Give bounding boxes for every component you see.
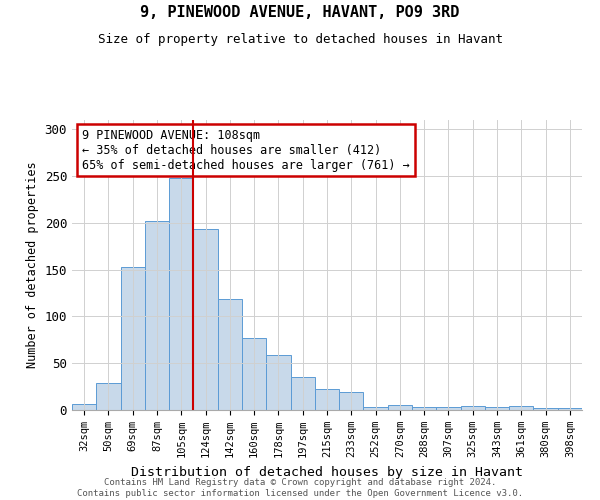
Bar — [193, 230, 218, 410]
Bar — [533, 408, 558, 410]
Y-axis label: Number of detached properties: Number of detached properties — [26, 162, 39, 368]
Bar — [509, 406, 533, 410]
Bar — [558, 408, 582, 410]
Bar — [339, 392, 364, 410]
X-axis label: Distribution of detached houses by size in Havant: Distribution of detached houses by size … — [131, 466, 523, 478]
Bar — [218, 298, 242, 410]
Bar — [485, 407, 509, 410]
Bar — [436, 407, 461, 410]
Text: 9 PINEWOOD AVENUE: 108sqm
← 35% of detached houses are smaller (412)
65% of semi: 9 PINEWOOD AVENUE: 108sqm ← 35% of detac… — [82, 128, 410, 172]
Bar — [145, 221, 169, 410]
Text: Contains HM Land Registry data © Crown copyright and database right 2024.
Contai: Contains HM Land Registry data © Crown c… — [77, 478, 523, 498]
Bar — [290, 378, 315, 410]
Bar — [315, 390, 339, 410]
Bar — [72, 404, 96, 410]
Bar — [461, 406, 485, 410]
Bar — [242, 338, 266, 410]
Bar — [96, 383, 121, 410]
Text: 9, PINEWOOD AVENUE, HAVANT, PO9 3RD: 9, PINEWOOD AVENUE, HAVANT, PO9 3RD — [140, 5, 460, 20]
Bar — [169, 178, 193, 410]
Bar — [266, 355, 290, 410]
Bar — [412, 407, 436, 410]
Bar — [121, 267, 145, 410]
Bar — [388, 406, 412, 410]
Bar — [364, 407, 388, 410]
Text: Size of property relative to detached houses in Havant: Size of property relative to detached ho… — [97, 32, 503, 46]
